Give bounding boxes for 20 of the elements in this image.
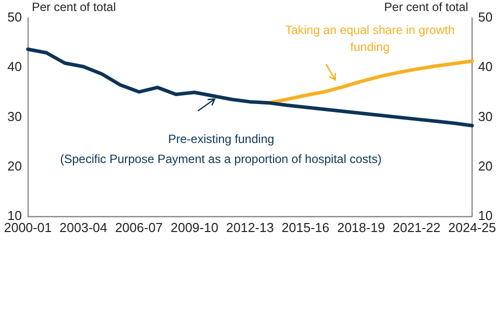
series-label: Taking an equal share in growth funding (284, 22, 455, 56)
y-tick-label: 20 (7, 158, 22, 174)
y-axis-title: Per cent of total (32, 0, 116, 14)
y-tick-label: 30 (7, 108, 22, 124)
y2-axis-title: Per cent of total (384, 0, 468, 14)
text: Pre-existing funding (168, 131, 274, 148)
y-tick-label: 40 (7, 59, 22, 74)
y2-tick-label: 20 (478, 158, 493, 174)
y-tick-label: 50 (7, 10, 22, 25)
x-tick-label: 2006-07 (115, 220, 163, 235)
x-tick-label: 2021-22 (392, 220, 440, 235)
y2-tick-label: 30 (478, 108, 493, 124)
y2-tick-label: 40 (478, 59, 493, 74)
x-tick-label: 2015-16 (282, 220, 330, 235)
y2-tick-label: 50 (478, 10, 493, 25)
x-tick-label: 2012-13 (226, 220, 274, 235)
x-tick-label: 2009-10 (170, 220, 218, 235)
x-tick-label: 2003-04 (60, 220, 108, 235)
x-tick-label: 2018-19 (337, 220, 385, 235)
annotation: (Specific Purpose Payment as a proportion of hospital costs) (60, 151, 382, 168)
